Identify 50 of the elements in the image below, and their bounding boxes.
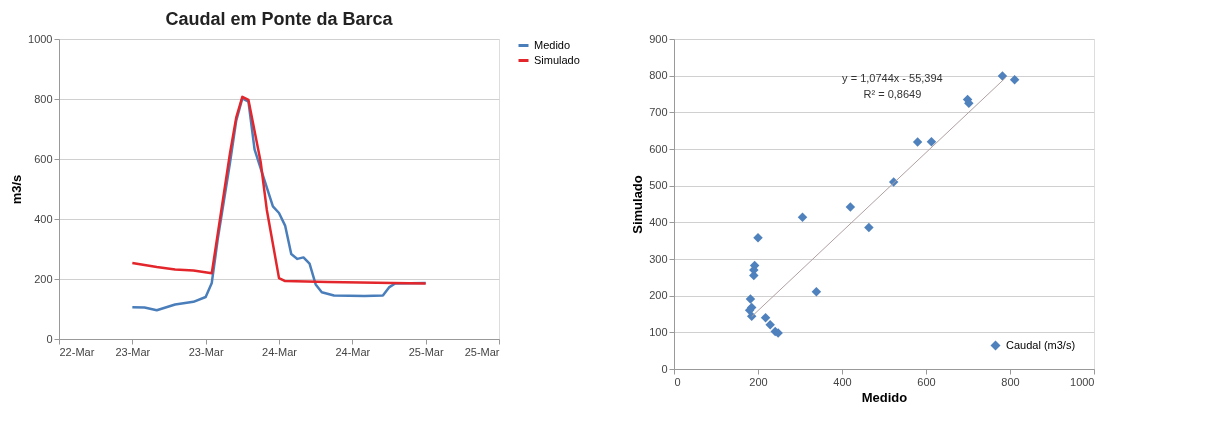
legend-label: Medido <box>534 38 571 51</box>
x-tick-label: 22-Mar <box>59 345 95 358</box>
y-tick-label: 500 <box>649 179 668 192</box>
y-tick-label: 100 <box>649 325 668 338</box>
y-axis-title: Simulado <box>630 175 646 234</box>
y-tick-label: 300 <box>649 252 668 265</box>
y-tick-label: 0 <box>46 332 53 345</box>
y-tick-label: 1000 <box>28 32 53 45</box>
point <box>864 222 874 233</box>
legend-label: Caudal (m3/s) <box>1006 338 1076 351</box>
y-tick-label: 700 <box>649 105 668 118</box>
point <box>912 137 923 147</box>
x-tick-label: 400 <box>833 375 852 388</box>
y-axis-title: m3/s <box>9 174 25 205</box>
x-tick-label: 0 <box>674 375 681 388</box>
point <box>926 136 937 147</box>
y-tick-label: 800 <box>649 69 668 82</box>
point <box>753 232 763 243</box>
x-tick-label: 600 <box>917 375 936 388</box>
x-tick-label: 200 <box>749 375 768 388</box>
point <box>1009 74 1020 85</box>
point <box>745 294 756 304</box>
y-tick-label: 0 <box>661 362 668 375</box>
point <box>760 312 771 323</box>
chart-title: Caudal em Ponte da Barca <box>165 9 394 29</box>
x-tick-label: 23-Mar <box>115 345 151 358</box>
x-tick-label: 24-Mar <box>262 345 298 358</box>
y-tick-label: 200 <box>34 272 53 285</box>
point <box>765 319 775 330</box>
annotation: y = 1,0744x - 55,394 <box>842 71 943 84</box>
point <box>811 286 822 297</box>
y-tick-label: 400 <box>34 212 53 225</box>
x-tick-label: 23-Mar <box>188 345 224 358</box>
x-tick-label: 25-Mar <box>464 345 500 358</box>
x-tick-label: 800 <box>1001 375 1020 388</box>
point <box>997 71 1008 81</box>
point <box>797 212 808 222</box>
y-tick-label: 400 <box>649 215 668 228</box>
x-tick-label: 1000 <box>1070 375 1095 388</box>
legend-label: Simulado <box>534 53 580 66</box>
y-tick-label: 800 <box>34 92 53 105</box>
y-tick-label: 600 <box>34 152 53 165</box>
x-tick-label: 25-Mar <box>408 345 444 358</box>
x-tick-label: 24-Mar <box>335 345 371 358</box>
x-axis-title: Medido <box>861 389 908 405</box>
y-tick-label: 600 <box>649 142 668 155</box>
y-tick-label: 900 <box>649 32 668 45</box>
point <box>845 202 856 212</box>
y-tick-label: 200 <box>649 289 668 302</box>
annotation: R² = 0,8649 <box>863 87 922 100</box>
